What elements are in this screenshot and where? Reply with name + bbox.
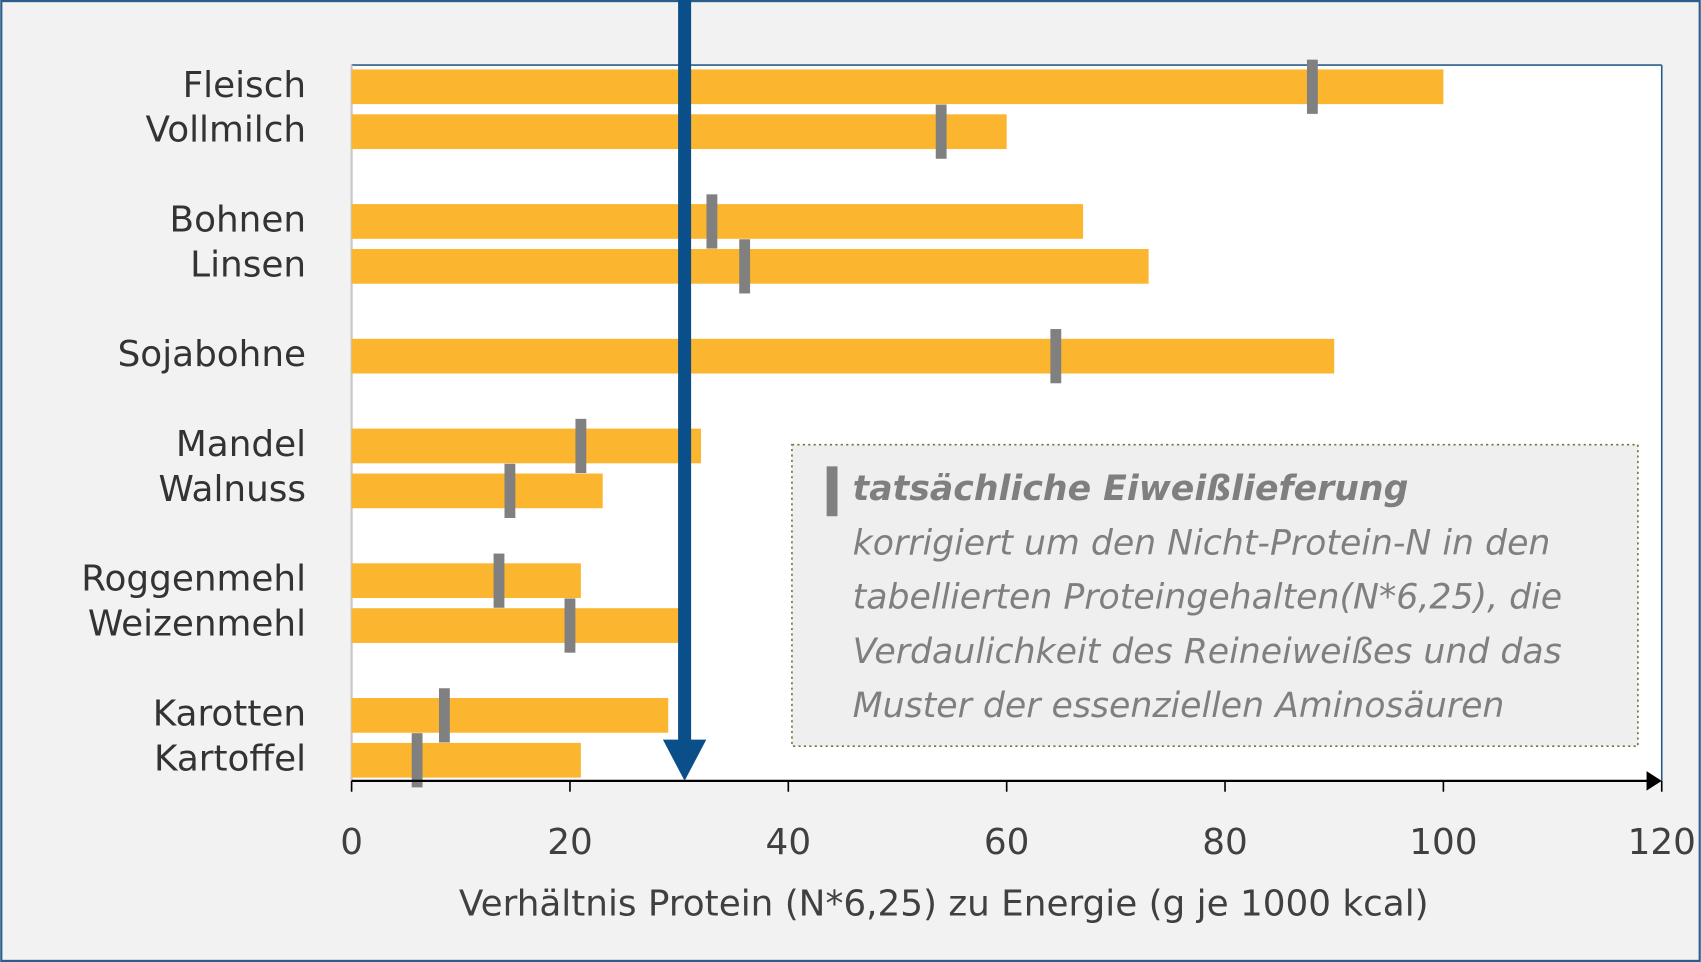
x-tick-label: 120 — [1628, 822, 1696, 863]
bar — [351, 473, 603, 509]
marker — [1050, 329, 1062, 384]
category-label: Fleisch — [183, 65, 306, 106]
x-tick-label: 60 — [984, 822, 1030, 863]
bar — [351, 338, 1335, 374]
legend: tatsächliche Eiweißlieferung korrigiert u… — [791, 443, 1639, 747]
category-label: Linsen — [190, 244, 306, 285]
marker — [411, 733, 423, 788]
legend-description: Muster der essenziellen Aminosäuren — [853, 686, 1505, 726]
legend-description: korrigiert um den Nicht-Protein-N in den — [853, 523, 1551, 563]
legend-box — [791, 443, 1639, 747]
legend-description: tabellierten Proteingehalten(N*6,25), di… — [853, 578, 1562, 618]
bar — [351, 698, 669, 733]
legend-marker — [826, 466, 838, 517]
x-tick-label: 40 — [766, 822, 812, 863]
bar — [351, 428, 701, 464]
category-label: Kartoffel — [154, 738, 306, 779]
marker — [706, 194, 718, 249]
category-label: Sojabohne — [118, 334, 306, 375]
bar — [351, 608, 680, 643]
marker — [739, 239, 751, 294]
legend-description: Verdaulichkeit des Reineiweißes und das — [853, 632, 1562, 672]
marker — [438, 688, 450, 743]
bar — [351, 249, 1149, 284]
category-label: Karotten — [153, 693, 306, 734]
marker — [493, 553, 505, 608]
bar — [351, 742, 581, 778]
bar — [351, 204, 1084, 239]
x-tick-label: 20 — [547, 822, 593, 863]
bar — [351, 69, 1444, 105]
x-axis-arrow — [1646, 771, 1662, 791]
marker — [504, 463, 516, 518]
x-tick-label: 80 — [1202, 822, 1248, 863]
marker — [935, 104, 947, 159]
category-label: Vollmilch — [145, 110, 306, 151]
bar — [351, 563, 581, 599]
marker — [575, 418, 587, 474]
x-tick-label: 100 — [1409, 822, 1477, 863]
category-label: Walnuss — [158, 469, 306, 510]
x-tick-label: 0 — [340, 822, 363, 863]
x-axis-label: Verhältnis Protein (N*6,25) zu Energie (… — [459, 884, 1429, 925]
reference-line — [678, 0, 692, 742]
reference-arrowhead — [662, 739, 707, 781]
category-label: Roggenmehl — [81, 559, 306, 600]
category-label: Mandel — [176, 424, 306, 465]
marker — [1306, 59, 1318, 114]
category-label: Weizenmehl — [88, 604, 306, 645]
legend-title: tatsächliche Eiweißlieferung — [853, 469, 1409, 509]
category-label: Bohnen — [170, 199, 307, 240]
marker — [564, 598, 576, 653]
